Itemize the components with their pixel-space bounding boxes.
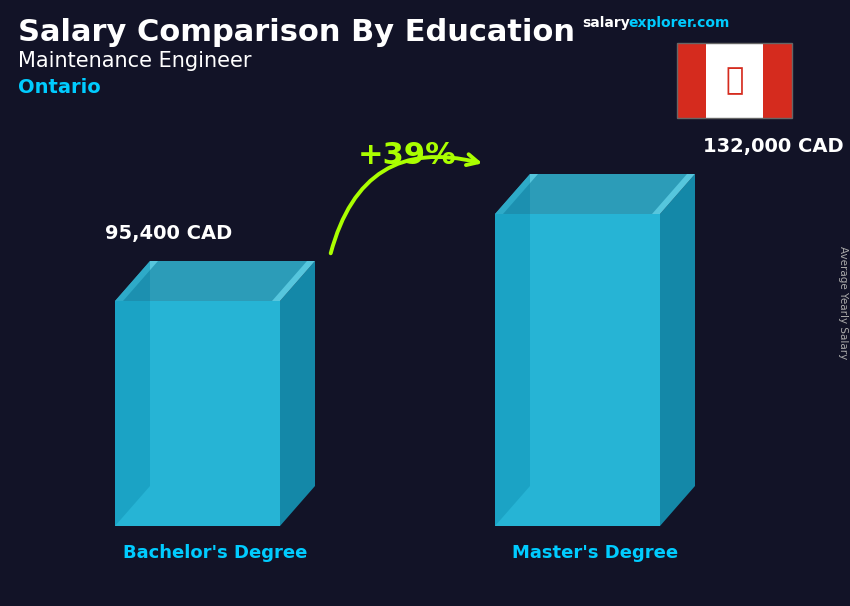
Polygon shape — [495, 174, 695, 214]
Text: explorer.com: explorer.com — [628, 16, 729, 30]
Text: Average Yearly Salary: Average Yearly Salary — [838, 247, 848, 359]
Polygon shape — [495, 214, 660, 526]
Text: +39%: +39% — [358, 141, 456, 170]
Text: 132,000 CAD: 132,000 CAD — [703, 137, 843, 156]
Text: Master's Degree: Master's Degree — [512, 544, 678, 562]
Bar — [677, 43, 792, 118]
Text: Ontario: Ontario — [18, 78, 101, 97]
Polygon shape — [123, 261, 307, 301]
Polygon shape — [495, 174, 530, 526]
Polygon shape — [115, 261, 315, 301]
Bar — [706, 43, 763, 118]
Polygon shape — [280, 261, 315, 526]
Text: Salary Comparison By Education: Salary Comparison By Education — [18, 18, 575, 47]
Text: Maintenance Engineer: Maintenance Engineer — [18, 51, 252, 71]
Text: Bachelor's Degree: Bachelor's Degree — [122, 544, 307, 562]
Polygon shape — [115, 301, 280, 526]
Bar — [677, 43, 706, 118]
Polygon shape — [115, 261, 150, 526]
Text: 🍁: 🍁 — [725, 66, 744, 95]
Text: 95,400 CAD: 95,400 CAD — [105, 224, 232, 243]
Polygon shape — [660, 174, 695, 526]
Polygon shape — [503, 174, 687, 214]
Text: salary: salary — [582, 16, 630, 30]
Bar — [763, 43, 792, 118]
